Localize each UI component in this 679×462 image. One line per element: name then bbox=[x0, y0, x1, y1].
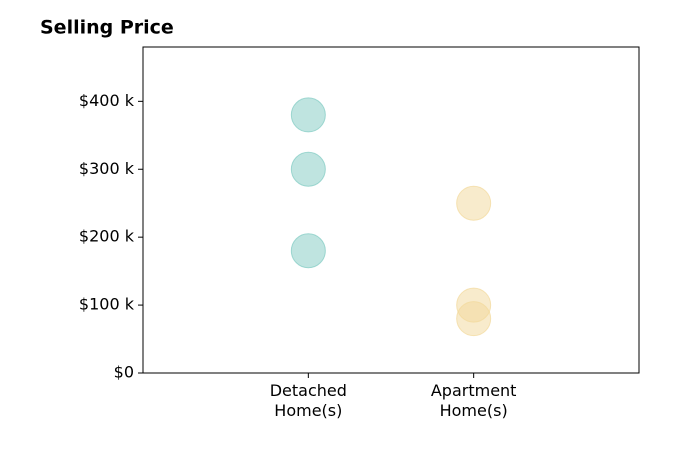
y-tick-label: $400 k bbox=[79, 91, 135, 110]
x-tick-label: Apartment Home(s) bbox=[430, 381, 517, 420]
y-tick-label: $100 k bbox=[79, 295, 135, 314]
chart-title: Selling Price bbox=[40, 17, 174, 39]
y-tick-label: $300 k bbox=[79, 159, 135, 178]
x-tick-label-box: Detached Home(s) bbox=[248, 381, 368, 421]
point bbox=[290, 97, 326, 133]
y-tick-label: $200 k bbox=[79, 227, 135, 246]
point bbox=[290, 233, 326, 269]
point bbox=[456, 185, 492, 221]
plot-frame bbox=[142, 46, 640, 374]
x-tick-label-box: Apartment Home(s) bbox=[414, 381, 534, 421]
x-tick-label: Detached Home(s) bbox=[269, 381, 347, 420]
y-tick-label: $0 bbox=[114, 363, 134, 382]
point bbox=[290, 151, 326, 187]
point bbox=[456, 301, 492, 337]
